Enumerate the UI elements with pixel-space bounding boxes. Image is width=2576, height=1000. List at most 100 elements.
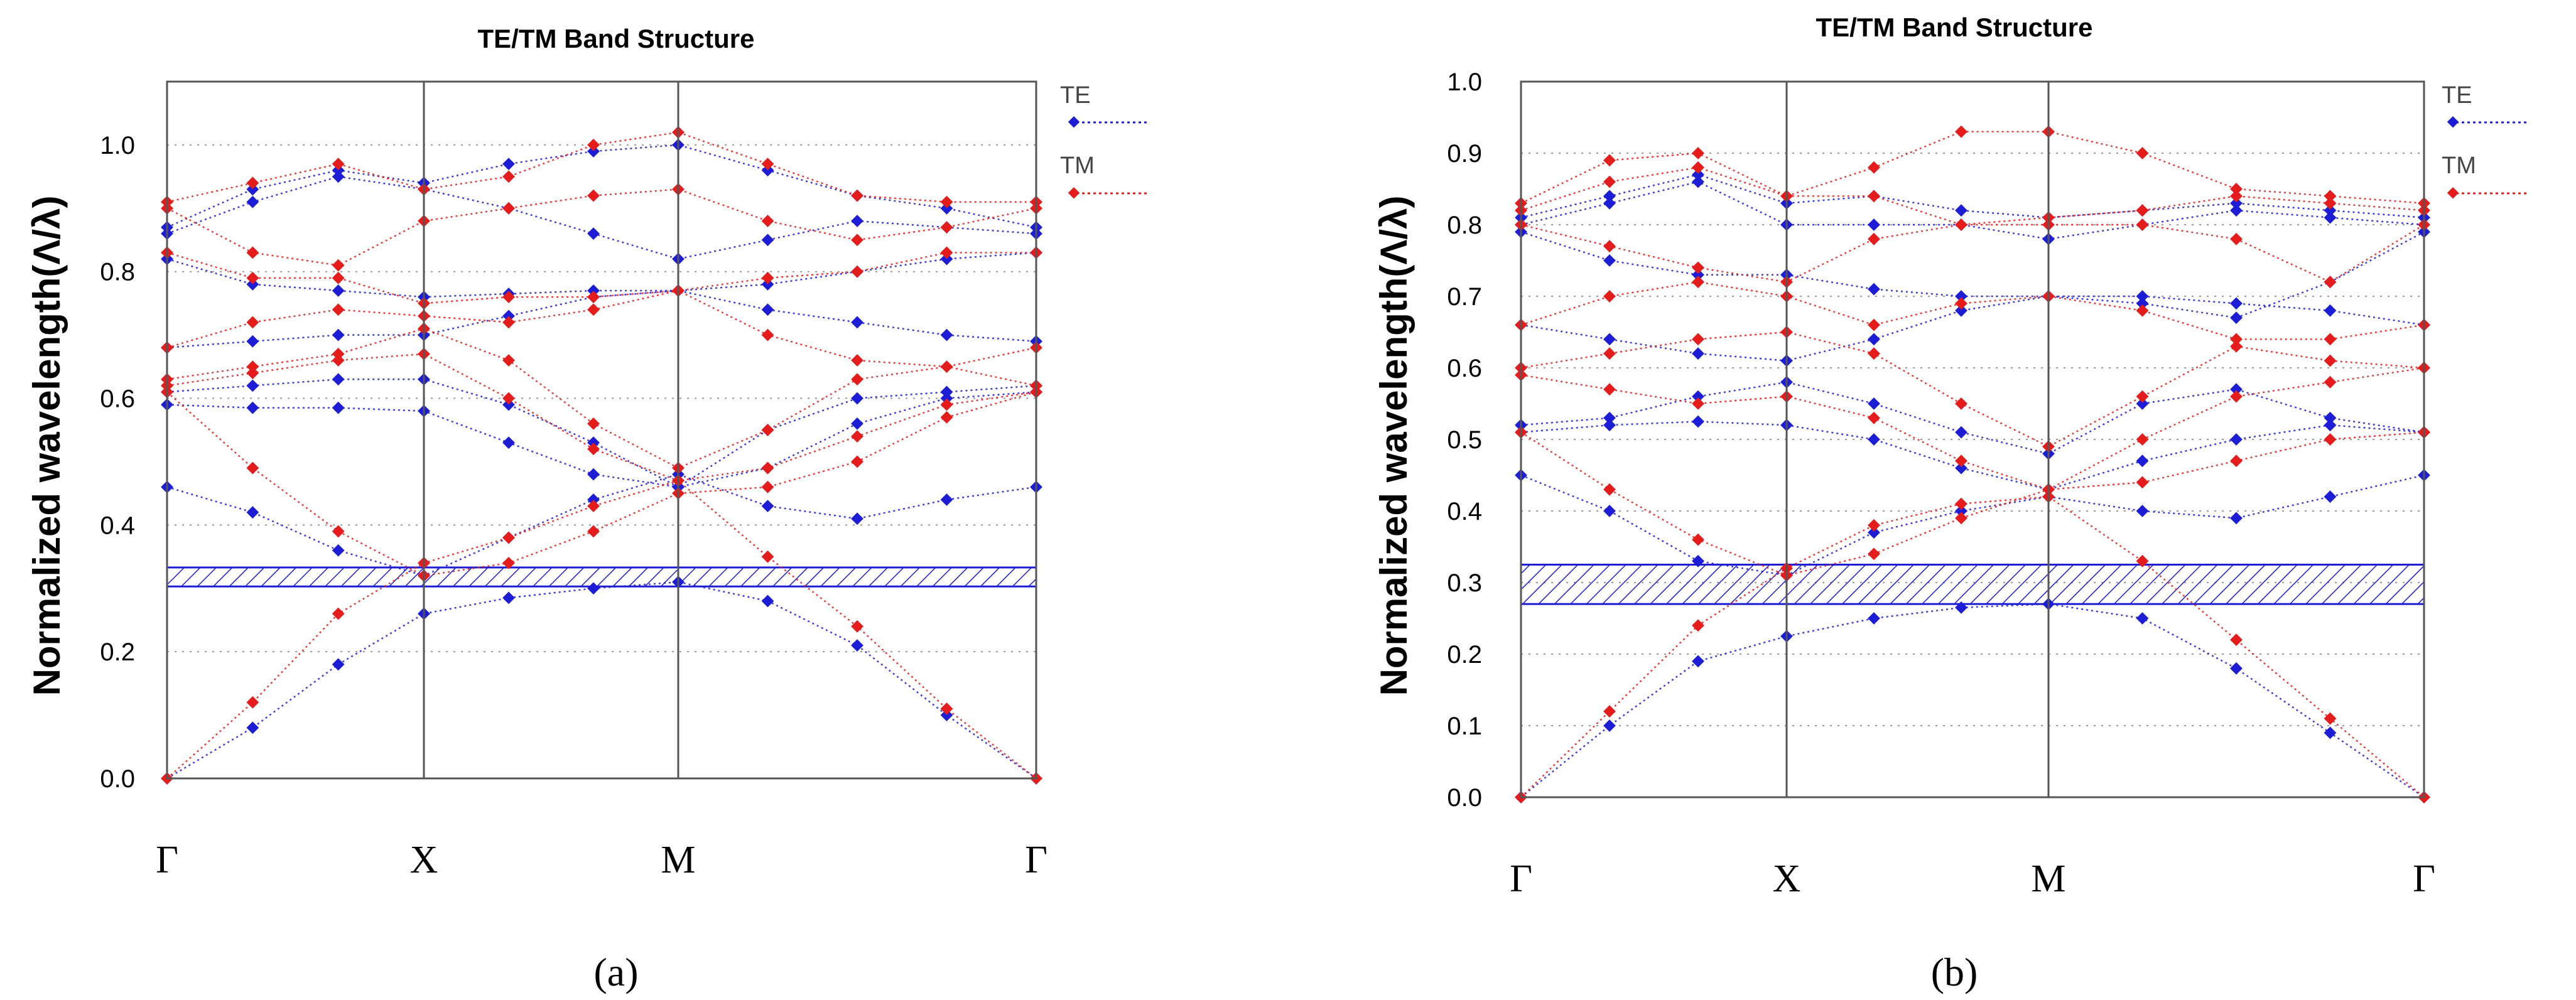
te-band-point [1692,415,1704,428]
tm-band-point [2136,218,2149,231]
te-band-line [166,252,1037,298]
tm-band-point [761,271,774,284]
tm-band-point [1692,147,1704,159]
te-band-point [1955,304,1967,317]
te-band-point [332,284,345,297]
panel-b-caption: (b) [1931,950,1978,994]
tm-band-point [2136,204,2149,217]
tm-band-point [940,702,953,715]
tm-band-point [502,392,515,405]
te-band-point [246,335,259,348]
te-band-point [2324,411,2337,424]
tm-band-point [502,202,515,215]
panel-b-bands [1515,125,2430,804]
te-band-point [2230,662,2243,675]
tm-band-point [332,303,345,316]
te-band-line [166,289,1037,349]
te-band-line [166,581,1037,780]
te-band-point [246,401,259,414]
tm-band-point [1868,318,1880,331]
y-tick-label: 0.8 [1447,212,1482,239]
tm-band-point [851,430,863,443]
panel-a-bandgap [166,566,1037,588]
tm-band-point [1955,218,1967,231]
panel-b-x-ticks: Γ X M Γ [1510,858,2435,900]
tm-band-point [1603,240,1616,253]
panel-a-bands [161,126,1042,785]
te-band-point [587,436,600,449]
te-band-point [851,316,863,329]
te-band-point [940,202,953,215]
te-band-point [1868,433,1880,446]
tm-band-line [166,480,1037,779]
panel-b-bandgap [1520,564,2425,605]
tm-band-point [2230,454,2243,468]
y-tick-label: 0.1 [1447,712,1482,740]
panel-a-y-ticks: 0.0 0.2 0.4 0.6 0.8 1.0 [100,132,135,793]
te-band-point [1603,411,1616,424]
te-band-point [1603,419,1616,432]
te-band-point [1692,347,1704,360]
te-band-point [2324,304,2337,317]
te-band-point [1692,168,1704,181]
te-band-line [1520,173,2425,218]
panel-b-title: TE/TM Band Structure [1816,13,2092,42]
te-band-point [851,417,863,430]
tm-band-point [1955,454,1967,468]
panel-a-x-tick-x: X [410,839,438,881]
te-band-point [587,493,600,506]
tm-band-point [246,696,259,709]
tm-band-point [587,189,600,202]
tm-band-line [166,353,1037,482]
tm-band-point [1603,290,1616,303]
y-tick-label: 0.6 [1447,355,1482,382]
te-band-point [1603,505,1616,517]
panel-b-legend-tm-label: TM [2442,153,2476,179]
te-band-point [502,398,515,411]
te-band-point [851,639,863,652]
te-band-point [502,436,515,449]
tm-band-point [1692,619,1704,632]
te-band-point [1955,461,1967,475]
tm-band-point [2230,390,2243,403]
te-band-point [2136,454,2149,468]
te-band-point [1955,505,1967,517]
tm-band-point [1692,261,1704,274]
te-band-point [332,401,345,414]
te-band-point [332,658,345,671]
te-band-line [166,176,1037,260]
y-tick-label: 0.0 [1447,784,1482,812]
te-band-point [2230,433,2243,446]
tm-band-point [2324,190,2337,203]
te-band-point [1868,612,1880,625]
te-band-point [2324,726,2337,739]
tm-band-point [332,354,345,367]
tm-band-point [2324,354,2337,367]
panel-a-y-axis-label: Normalized wavelength(Λ/λ) [26,196,68,696]
tm-band-point [1603,483,1616,496]
tm-band-point [2136,433,2149,446]
te-band-point [587,468,600,481]
tm-band-point [2230,633,2243,647]
tm-band-point [761,424,774,436]
panel-b: TE/TM Band Structure Normalized waveleng… [1373,13,2530,994]
tm-band-point [761,461,774,475]
te-band-point [1603,190,1616,203]
panel-a-x-tick-gamma-start: Γ [156,839,178,881]
te-band-point [1868,526,1880,539]
tm-band-point [2230,190,2243,203]
y-tick-label: 0.8 [100,259,135,286]
te-band-point [1692,268,1704,281]
te-band-point [1868,397,1880,410]
te-band-line [166,391,1037,488]
te-band-point [761,234,774,247]
te-band-point [940,392,953,405]
te-band-point [1692,390,1704,403]
te-band-point [332,328,345,341]
te-band-point [2324,211,2337,224]
tm-band-point [587,525,600,538]
panel-a-x-ticks: Γ X M Γ [156,839,1047,881]
tm-band-point [2136,390,2149,403]
tm-band-point [246,360,259,373]
te-band-point [587,582,600,595]
